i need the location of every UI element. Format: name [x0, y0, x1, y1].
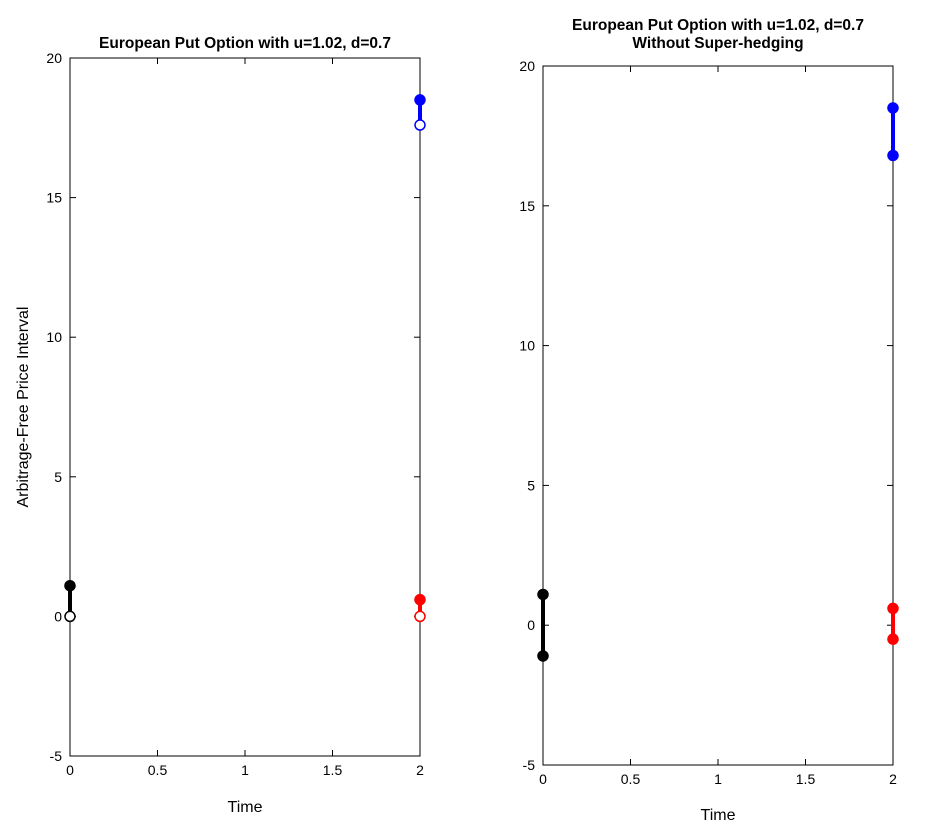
chart-right: European Put Option with u=1.02, d=0.7 W…: [519, 17, 899, 824]
chart-right-subtitle: Without Super-hedging: [632, 35, 803, 52]
chart-left-x-tick-label: 1: [241, 762, 249, 778]
chart-left-y-tick-label: 15: [46, 190, 62, 206]
chart-right-interval-high-point: [887, 102, 899, 114]
chart-left-y-tick-label: 10: [46, 329, 62, 345]
chart-left-axes-box: [69, 57, 421, 757]
chart-right-x-axis-label: Time: [701, 807, 736, 824]
chart-right-interval-low-point: [537, 650, 549, 662]
chart-right-x-tick-label: 0: [539, 771, 547, 787]
chart-left-x-tick-label: 0: [66, 762, 74, 778]
chart-left-interval-low-point: [414, 119, 426, 131]
chart-left-x-tick-label: 2: [416, 762, 424, 778]
chart-right-y-tick-label: 15: [519, 198, 535, 214]
chart-right-interval-high-point: [537, 588, 549, 601]
chart-left-title: European Put Option with u=1.02, d=0.7: [99, 35, 391, 52]
chart-right-x-tick-label: 1: [714, 771, 722, 787]
chart-left-interval-high-point: [414, 593, 426, 606]
chart-right-y-tick-label: -5: [523, 757, 536, 773]
chart-right-axes-box: [542, 65, 894, 766]
chart-right-x-tick-label: 1.5: [796, 771, 816, 787]
chart-right-y-tick-label: 0: [527, 617, 535, 633]
chart-right-interval-high-point: [887, 602, 899, 615]
chart-left-interval-high-point: [64, 579, 76, 592]
chart-right-x-tick-label: 0.5: [621, 771, 641, 787]
chart-left-y-tick-label: 20: [46, 50, 62, 66]
chart-left-interval-low-point: [64, 610, 76, 623]
chart-left-y-tick-label: 5: [54, 469, 62, 485]
chart-left-interval-high-point: [414, 94, 426, 106]
chart-right-title: European Put Option with u=1.02, d=0.7: [572, 17, 864, 34]
chart-left-x-tick-label: 1.5: [323, 762, 343, 778]
chart-right-interval-low-point: [887, 633, 899, 645]
chart-right-y-tick-label: 20: [519, 58, 535, 74]
chart-right-y-tick-label: 10: [519, 338, 535, 354]
chart-left-y-axis-label: Arbitrage-Free Price Interval: [15, 307, 32, 508]
chart-right-y-tick-label: 5: [527, 477, 535, 493]
chart-left-y-tick-label: 0: [54, 608, 62, 624]
chart-left-x-axis-label: Time: [228, 799, 263, 816]
chart-right-interval-low-point: [887, 149, 899, 162]
chart-right-x-tick-label: 2: [889, 771, 897, 787]
chart-left-x-tick-label: 0.5: [148, 762, 168, 778]
chart-left-y-tick-label: -5: [50, 748, 63, 764]
chart-left-interval-low-point: [414, 610, 426, 623]
chart-left: European Put Option with u=1.02, d=0.7 0…: [15, 35, 426, 816]
